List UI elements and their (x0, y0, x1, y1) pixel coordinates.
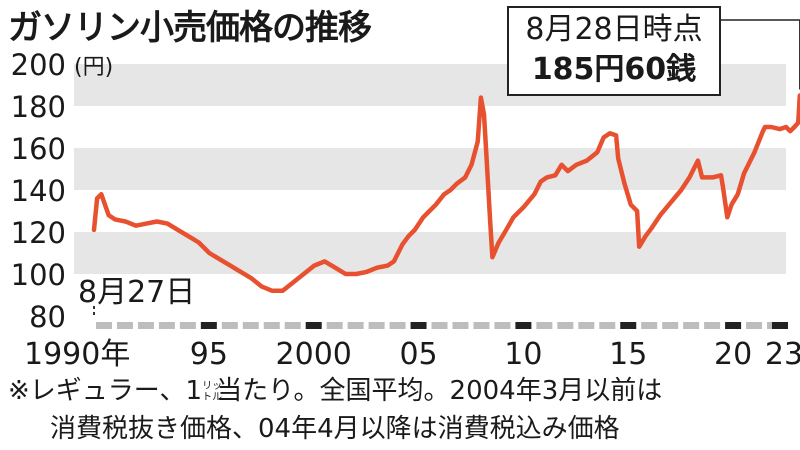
x-axis-segment (704, 322, 721, 329)
x-axis-tick-mark (772, 322, 788, 329)
x-tick-label: 05 (399, 337, 437, 372)
y-tick-label: 160 (11, 132, 66, 166)
x-axis-tick-mark (515, 322, 532, 329)
x-axis-segment (368, 322, 385, 329)
x-axis-segment (137, 322, 154, 329)
latest-price-callout: 8月28日時点 185円60銭 (507, 6, 721, 96)
footnote-text-b: 当たり。全国平均。2004年3月以前は (216, 376, 663, 406)
x-axis-segment (473, 322, 490, 329)
grid-band (74, 148, 786, 190)
footnote-line-2: 消費税抜き価格、04年4月以降は消費税込み価格 (50, 414, 620, 444)
x-axis-segment (116, 322, 133, 329)
y-tick-label: 140 (11, 174, 66, 208)
x-axis-segment (578, 322, 595, 329)
x-axis-segment (557, 322, 574, 329)
liter-unit: リッ トル (202, 380, 223, 403)
x-axis-segment (96, 322, 112, 329)
liter-unit-bottom: トル (202, 391, 223, 403)
y-tick-label: 180 (11, 90, 66, 124)
x-axis-segment (683, 322, 700, 329)
x-tick-label: 95 (190, 337, 228, 372)
x-axis-segment (599, 322, 616, 329)
x-tick-label: 20 (714, 337, 752, 372)
x-tick-label: 10 (504, 337, 542, 372)
footnote-line-1: ※レギュラー、1 リッ トル 当たり。全国平均。2004年3月以前は (8, 372, 798, 410)
x-axis-tick-mark (620, 322, 637, 329)
x-axis-tick-mark (410, 322, 427, 329)
footnote-text-a: ※レギュラー、1 (8, 376, 203, 406)
x-tick-label: 15 (609, 337, 647, 372)
x-axis-tick-mark (305, 322, 322, 329)
y-axis-unit: (円) (74, 55, 113, 80)
grid-band (74, 232, 786, 274)
x-axis-segment (326, 322, 343, 329)
y-tick-label: 100 (11, 258, 66, 292)
y-tick-label: 120 (11, 216, 66, 250)
x-axis-tick-mark (200, 322, 217, 329)
x-axis-segment (452, 322, 469, 329)
x-axis-segment (263, 322, 280, 329)
y-tick-label: 80 (29, 300, 66, 334)
x-axis-segment (389, 322, 406, 329)
chart-title: ガソリン小売価格の推移 (8, 8, 372, 48)
footnote: ※レギュラー、1 リッ トル 当たり。全国平均。2004年3月以前は 消費税抜き価格、… (8, 372, 798, 448)
callout-price: 185円60銭 (531, 52, 697, 87)
x-axis-segment (158, 322, 175, 329)
liter-unit-top: リッ (202, 380, 223, 392)
x-axis-tick-mark (725, 322, 742, 329)
start-date-label: 8月27日 (78, 275, 195, 310)
x-tick-label: 1990年 (24, 337, 130, 372)
x-axis-segment (347, 322, 364, 329)
x-axis-segment (536, 322, 553, 329)
x-axis-segment (221, 322, 238, 329)
x-axis-segment (431, 322, 448, 329)
x-tick-label: 2000 (276, 337, 352, 372)
x-axis-segment (284, 322, 301, 329)
x-axis-segment (662, 322, 679, 329)
x-axis-segment (179, 322, 196, 329)
x-axis-segment (494, 322, 511, 329)
x-axis-segment (746, 322, 763, 329)
x-axis-segment (242, 322, 259, 329)
x-tick-label: 23 (765, 337, 800, 372)
y-tick-label: 200 (11, 48, 66, 82)
callout-date: 8月28日時点 (525, 12, 703, 47)
price-series-line (91, 93, 800, 294)
x-axis-segment (641, 322, 658, 329)
